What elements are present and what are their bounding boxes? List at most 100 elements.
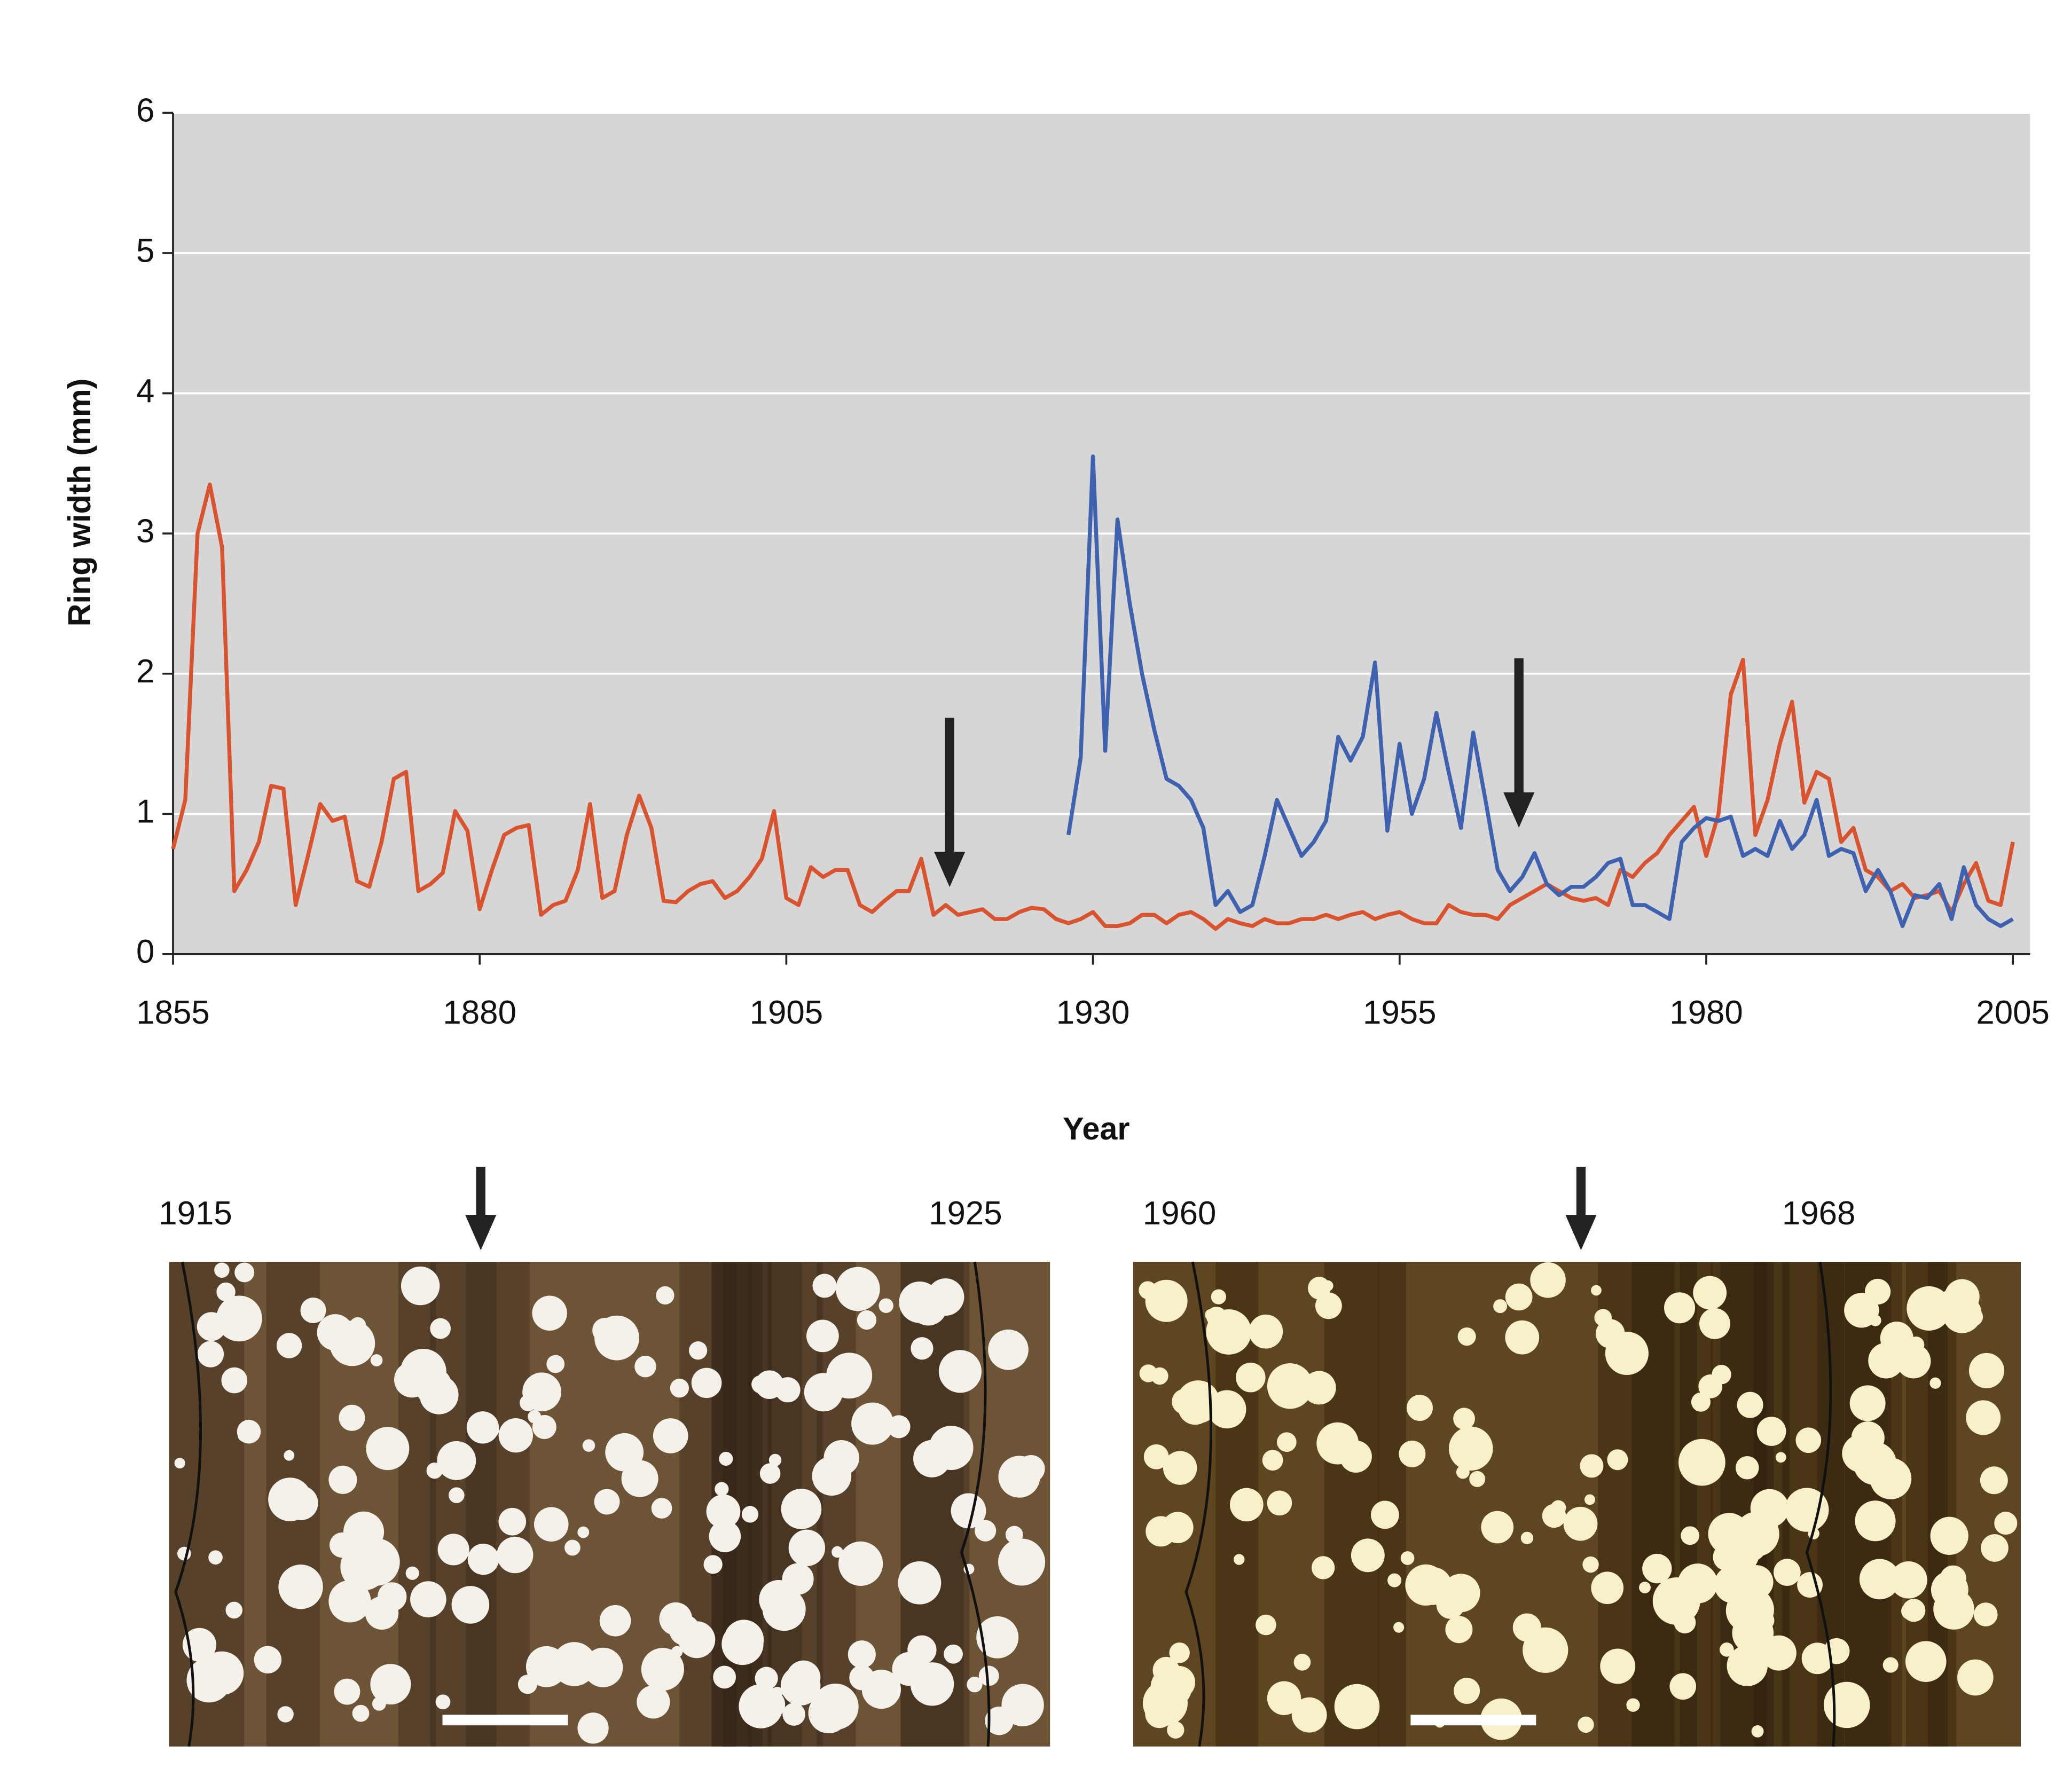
photo-pore — [605, 1433, 644, 1472]
photo-pore — [1929, 1378, 1941, 1389]
photo-pore — [254, 1646, 281, 1673]
photo-pore — [939, 1350, 982, 1393]
y-tick-label: 3 — [136, 513, 154, 549]
photo-pore — [284, 1486, 318, 1520]
photo-pore — [1146, 1516, 1176, 1546]
photo-pore — [1262, 1450, 1283, 1471]
photo-pore — [1727, 1645, 1768, 1686]
photo-pore — [278, 1565, 323, 1609]
photo-pore — [1737, 1392, 1763, 1418]
photo-pore — [1292, 1697, 1327, 1733]
photo-pore — [806, 1320, 839, 1353]
photo-pore — [1458, 1327, 1476, 1346]
photo-pore — [1905, 1641, 1947, 1682]
photo-pore — [988, 1330, 1029, 1370]
photo-pore — [1736, 1456, 1759, 1480]
photo-pore — [277, 1706, 293, 1722]
photo-pore — [857, 1310, 876, 1330]
photo-pore — [1211, 1290, 1226, 1304]
photo-pore — [763, 1587, 806, 1631]
photo-pore — [1852, 1421, 1885, 1455]
photo-pore — [1387, 1574, 1401, 1587]
photo-pore — [878, 1298, 893, 1312]
y-tick-label: 2 — [136, 653, 154, 690]
photo-pore — [751, 1376, 770, 1394]
photo-pore — [637, 1685, 670, 1718]
photo-pore — [532, 1296, 567, 1331]
photo-pore — [497, 1537, 533, 1573]
photo-pore — [449, 1487, 465, 1503]
photo-label: 1915 — [159, 1195, 232, 1232]
photo-pore — [838, 1542, 883, 1586]
photo-pore — [851, 1402, 893, 1444]
photo-pore — [813, 1274, 837, 1298]
photo-pore — [1733, 1528, 1767, 1562]
photo-pore — [600, 1605, 631, 1637]
photo-pore — [782, 1703, 805, 1726]
x-tick-label: 1980 — [1669, 994, 1743, 1031]
photo-pore — [467, 1411, 499, 1443]
photo-pore — [1294, 1654, 1311, 1671]
photo-pore — [1236, 1363, 1266, 1393]
photo-pore — [1371, 1501, 1399, 1529]
photo-pore — [1505, 1321, 1539, 1355]
scale-bar — [1410, 1715, 1536, 1725]
photo-pore — [198, 1341, 224, 1367]
photo-pore — [719, 1452, 733, 1466]
photo-pore — [216, 1295, 262, 1341]
photo-pore — [1513, 1613, 1541, 1641]
photo-pore — [238, 1429, 250, 1442]
photo-pore — [1751, 1489, 1789, 1528]
photo-pore — [594, 1489, 620, 1514]
photo-pore — [583, 1439, 595, 1451]
photo-pore — [401, 1267, 440, 1305]
photo-pore — [577, 1712, 608, 1743]
photo-pore — [583, 1648, 623, 1687]
photo-pore — [1591, 1571, 1623, 1604]
y-tick-label: 5 — [136, 232, 154, 269]
photo-pore — [1693, 1276, 1727, 1310]
photo-pore — [1880, 1322, 1913, 1355]
photo-pore — [1146, 1280, 1188, 1322]
photo-pore — [899, 1282, 940, 1323]
photo-pore — [892, 1652, 925, 1686]
photo-pore — [1163, 1666, 1195, 1699]
y-axis-title: Ring width (mm) — [61, 379, 97, 627]
photo-pore — [419, 1376, 458, 1414]
photo-pore — [468, 1544, 499, 1575]
x-tick-label: 2005 — [1976, 994, 2050, 1031]
photo-pore — [371, 1354, 383, 1366]
photo-pore — [1796, 1427, 1822, 1453]
photo-pore — [898, 1561, 941, 1605]
photo-pore — [1145, 1700, 1174, 1728]
photo-pore — [1844, 1293, 1879, 1327]
y-tick-label: 6 — [136, 92, 154, 129]
photo-pore — [334, 1679, 360, 1705]
photo-pore — [1151, 1367, 1168, 1385]
photo-pore — [1493, 1299, 1507, 1313]
photo-pore — [430, 1318, 451, 1339]
photo-pore — [652, 1498, 672, 1519]
photo-pore — [1596, 1319, 1625, 1349]
photo-pore — [704, 1555, 723, 1574]
photo-pore — [1776, 1452, 1786, 1463]
photo-pore — [499, 1508, 527, 1536]
photo-pore — [1940, 1566, 1966, 1592]
x-tick-label: 1880 — [443, 994, 516, 1031]
photo-pore — [659, 1602, 692, 1636]
photo-pore — [1870, 1458, 1912, 1499]
photo-pore — [1453, 1408, 1475, 1429]
photo-pore — [222, 1367, 248, 1394]
photo-pore — [339, 1405, 365, 1431]
photo-pore — [1965, 1308, 1983, 1326]
photo-pore — [522, 1372, 561, 1411]
photo-pore — [671, 1646, 683, 1657]
photo-pore — [1206, 1307, 1227, 1327]
photo-pore — [1505, 1284, 1533, 1311]
photo-pore — [1969, 1353, 2004, 1388]
photo-pore — [410, 1581, 446, 1617]
photo-pore — [317, 1314, 354, 1350]
photo-pore — [592, 1318, 617, 1343]
photo-pore — [1322, 1280, 1333, 1291]
photo-pore — [1277, 1432, 1297, 1452]
